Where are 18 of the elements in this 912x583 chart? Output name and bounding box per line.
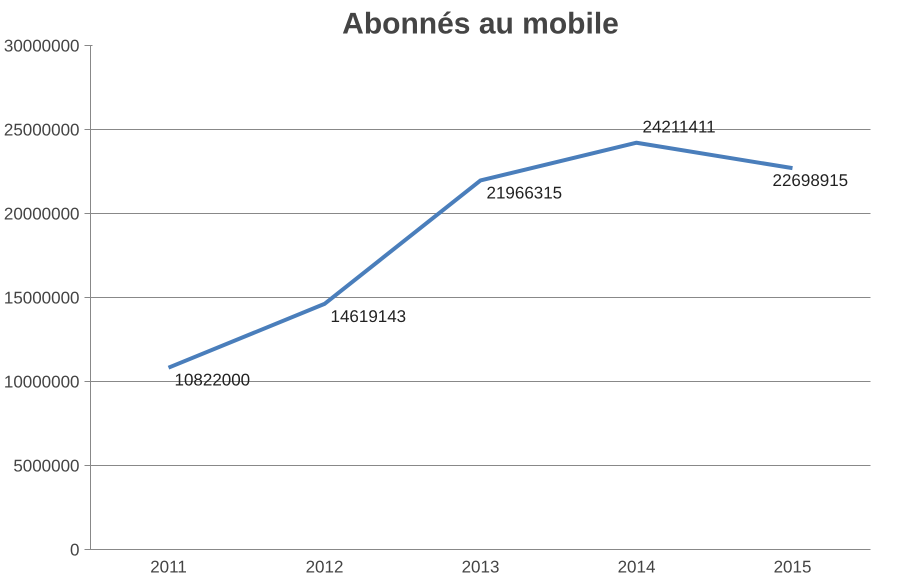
- x-tick-label: 2014: [618, 558, 656, 576]
- data-label: 14619143: [330, 306, 406, 326]
- y-tick-label: 15000000: [4, 288, 80, 308]
- y-tick-label: 20000000: [4, 204, 80, 224]
- x-tick-label: 2012: [306, 558, 344, 576]
- x-tick-label: 2015: [774, 558, 812, 576]
- x-tick-label: 2011: [150, 558, 187, 576]
- y-tick-label: 0: [70, 540, 80, 560]
- data-label: 22698915: [772, 171, 848, 190]
- y-tick-label: 10000000: [4, 372, 80, 392]
- y-tick-label: 5000000: [13, 456, 80, 476]
- data-label: 24211411: [642, 118, 716, 137]
- y-tick-label: 25000000: [4, 120, 80, 140]
- chart-title: Abonnés au mobile: [342, 8, 619, 40]
- data-label: 21966315: [486, 183, 562, 202]
- y-tick-label: 30000000: [4, 36, 80, 56]
- x-tick-label: 2013: [462, 558, 500, 576]
- data-label: 10822000: [174, 370, 250, 390]
